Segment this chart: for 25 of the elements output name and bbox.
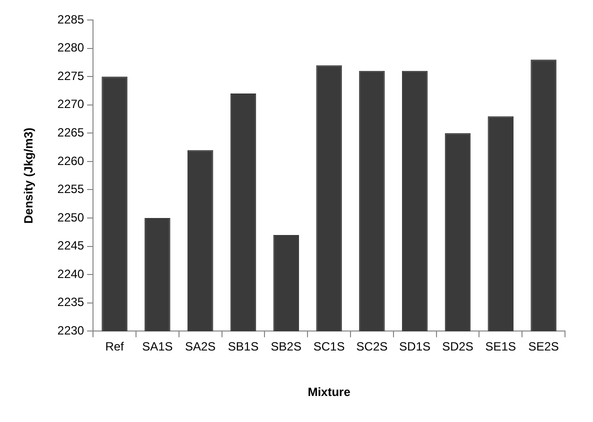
x-tick-label: SE2S bbox=[528, 340, 559, 354]
y-tick-label: 2265 bbox=[57, 125, 84, 140]
x-tick-label: SC1S bbox=[313, 340, 345, 354]
x-tick-label: SB2S bbox=[270, 340, 302, 354]
y-tick-label: 2275 bbox=[57, 68, 84, 83]
y-tick-label: 2245 bbox=[57, 238, 84, 253]
y-tick-label: 2230 bbox=[57, 324, 84, 338]
x-tick-label: SE1S bbox=[485, 340, 516, 354]
y-tick-label: 2270 bbox=[57, 97, 84, 112]
y-tick-label: 2255 bbox=[57, 182, 84, 196]
y-tick-label: 2240 bbox=[57, 266, 84, 281]
x-tick-label: SC2S bbox=[356, 340, 388, 354]
x-tick-label: SA2S bbox=[185, 340, 216, 354]
y-tick-label: 2285 bbox=[57, 12, 84, 26]
x-tick-label: Ref bbox=[105, 340, 125, 354]
y-tick-label: 2280 bbox=[57, 40, 84, 55]
y-tick-label: 2250 bbox=[57, 210, 84, 224]
x-tick-label: SB1S bbox=[228, 340, 259, 354]
x-tick-label: SD1S bbox=[399, 340, 431, 354]
x-tick-label: SA1S bbox=[142, 340, 173, 354]
y-tick-label: 2260 bbox=[57, 154, 84, 168]
y-tick-label: 2235 bbox=[57, 295, 84, 310]
x-axis-title: Mixture bbox=[308, 385, 351, 400]
x-tick-label: SD2S bbox=[442, 340, 474, 354]
y-axis-title: Density (Jkg/m3) bbox=[22, 128, 36, 224]
